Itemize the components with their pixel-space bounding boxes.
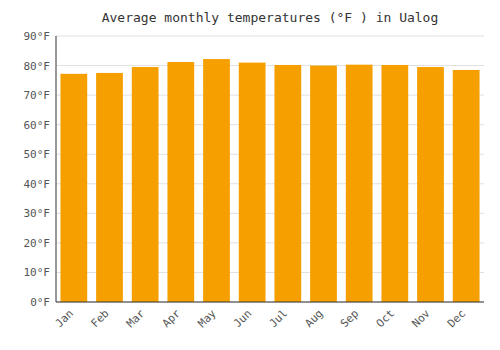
title: Average monthly temperatures (°F ) in Ua… — [102, 10, 439, 25]
x-tick-label: Jun — [231, 307, 254, 330]
grid-line — [56, 65, 484, 66]
grid-line — [56, 36, 484, 37]
bar — [96, 73, 123, 302]
x-axis: Jan Feb Mar Apr May Jun Jul Aug Sep Oct Nov Dec — [53, 307, 469, 331]
x-tick-label: Mar — [124, 307, 148, 331]
x-tick-label: Aug — [302, 307, 325, 330]
bar — [167, 62, 194, 302]
x-tick-label: Jul — [267, 307, 290, 330]
bar — [203, 59, 230, 302]
grid — [56, 36, 484, 302]
bar — [381, 65, 408, 302]
x-tick-label: Sep — [338, 307, 361, 330]
bar — [453, 70, 480, 302]
bar — [346, 65, 373, 302]
x-tick-label: Jan — [53, 307, 76, 330]
y-tick-label: 0°F — [30, 296, 50, 309]
y-tick-label: 20°F — [24, 237, 51, 250]
x-tick-label: Feb — [88, 307, 111, 330]
bars — [60, 59, 479, 302]
y-tick-label: 60°F — [24, 119, 51, 132]
x-tick-label: Oct — [374, 307, 397, 330]
chart: Average monthly temperatures (°F ) in Ua… — [0, 0, 500, 350]
bar — [417, 67, 444, 302]
bar — [274, 65, 301, 302]
y-axis: 0°F 10°F 20°F 30°F 40°F 50°F 60°F 70°F 80°F 90°F — [24, 30, 51, 309]
bar — [239, 63, 266, 302]
y-tick-label: 50°F — [24, 148, 51, 161]
x-axis-line — [56, 302, 484, 303]
y-axis-line — [56, 36, 57, 302]
grid-line — [56, 302, 484, 303]
x-tick-label: Dec — [445, 307, 468, 330]
x-tick-label: Apr — [160, 307, 184, 331]
y-tick-label: 30°F — [24, 207, 51, 220]
x-tick-label: Nov — [409, 307, 433, 331]
y-tick-label: 70°F — [24, 89, 51, 102]
y-tick-label: 40°F — [24, 178, 51, 191]
bar — [310, 66, 337, 302]
page: {"chart_data": {"type": "bar", "title": … — [0, 0, 500, 350]
y-tick-label: 10°F — [24, 266, 51, 279]
y-tick-label: 90°F — [24, 30, 51, 43]
bar — [60, 74, 87, 302]
y-tick-label: 80°F — [24, 60, 51, 73]
bar — [132, 67, 159, 302]
x-tick-label: May — [195, 307, 219, 331]
